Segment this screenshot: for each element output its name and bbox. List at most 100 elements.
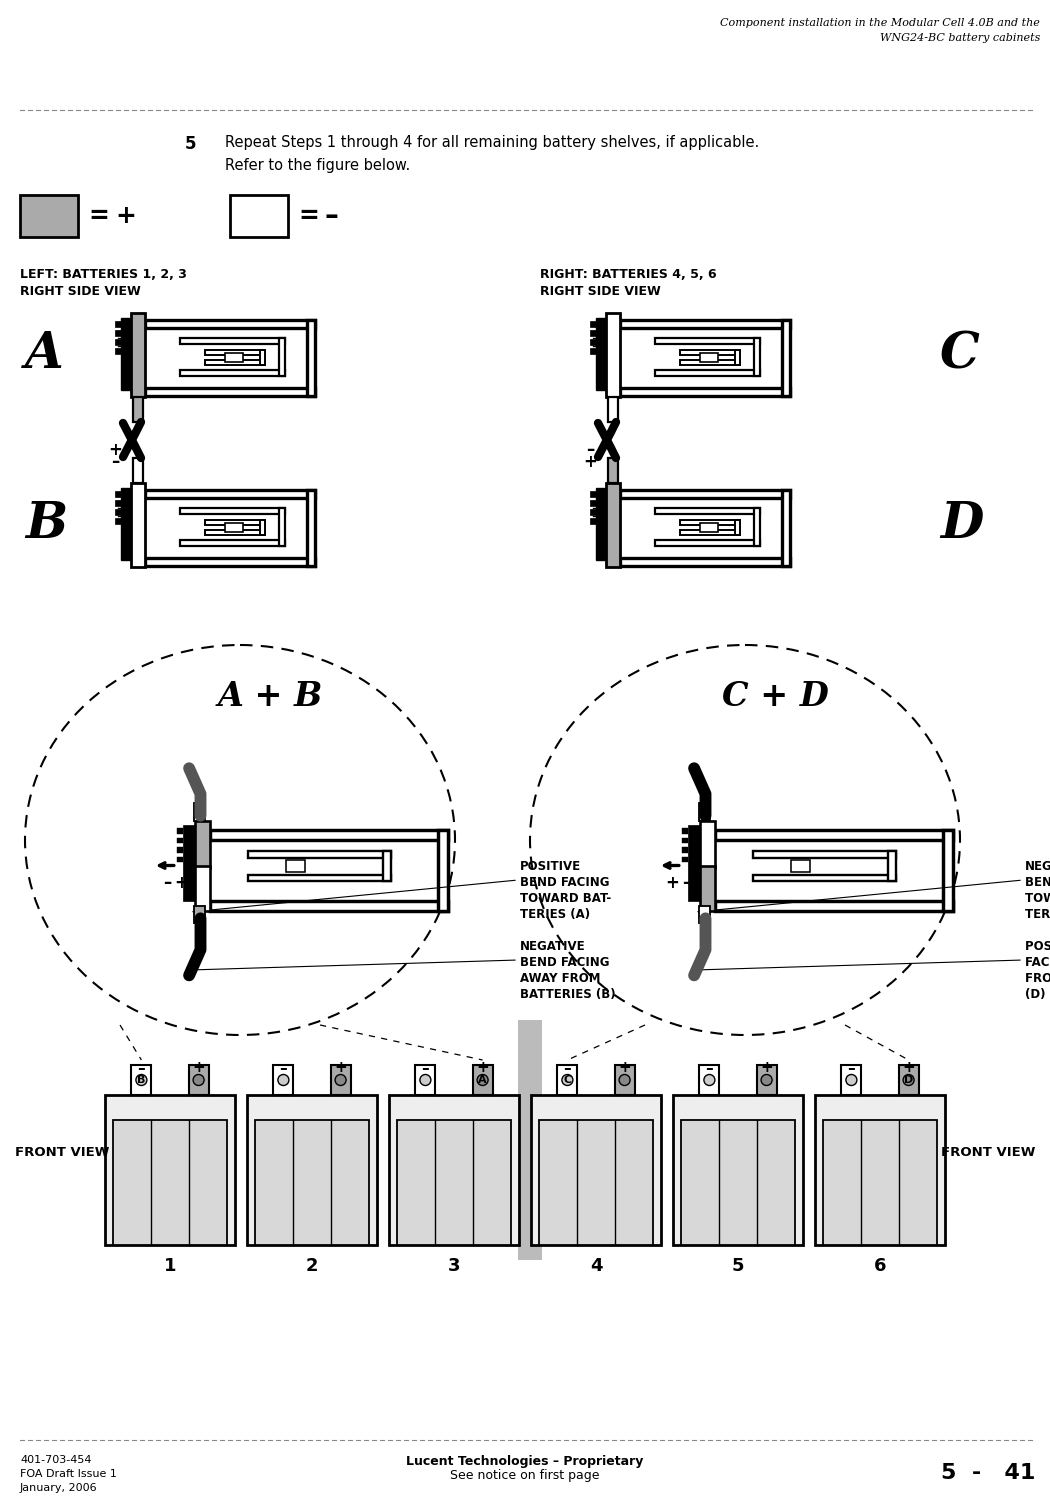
- Text: +: +: [902, 1060, 915, 1076]
- Bar: [680, 350, 740, 355]
- Bar: [383, 850, 391, 882]
- Circle shape: [278, 1074, 289, 1086]
- Text: B: B: [25, 501, 67, 549]
- Bar: [655, 509, 760, 515]
- Bar: [279, 338, 285, 376]
- Bar: [681, 847, 689, 853]
- Bar: [841, 1065, 861, 1095]
- Bar: [116, 330, 121, 336]
- Bar: [699, 804, 710, 820]
- Text: A: A: [479, 1076, 487, 1084]
- Text: +: +: [666, 873, 679, 891]
- Text: RIGHT SIDE VIEW: RIGHT SIDE VIEW: [540, 285, 660, 298]
- Bar: [590, 330, 596, 336]
- Text: +: +: [618, 1060, 631, 1076]
- Bar: [681, 837, 689, 843]
- Text: A: A: [25, 330, 64, 380]
- Text: +: +: [116, 204, 135, 228]
- Bar: [195, 821, 210, 867]
- Bar: [699, 1065, 719, 1095]
- Bar: [116, 321, 121, 327]
- Bar: [205, 350, 265, 355]
- Bar: [680, 520, 740, 525]
- Circle shape: [335, 1074, 346, 1086]
- Bar: [899, 1065, 919, 1095]
- Bar: [260, 520, 265, 536]
- Text: –: –: [421, 1060, 429, 1076]
- Text: RIGHT: BATTERIES 4, 5, 6: RIGHT: BATTERIES 4, 5, 6: [540, 268, 716, 280]
- Bar: [131, 1065, 151, 1095]
- Bar: [116, 348, 121, 354]
- Bar: [715, 902, 952, 910]
- Bar: [176, 837, 184, 843]
- Bar: [131, 483, 145, 567]
- Text: D: D: [904, 1076, 914, 1084]
- Bar: [205, 360, 265, 364]
- Text: D: D: [940, 501, 984, 549]
- Bar: [116, 339, 121, 345]
- Text: 5  -   41: 5 - 41: [941, 1462, 1035, 1484]
- Bar: [681, 856, 689, 862]
- Bar: [606, 314, 619, 398]
- Text: Lucent Technologies – Proprietary: Lucent Technologies – Proprietary: [406, 1455, 644, 1468]
- Bar: [620, 388, 790, 396]
- Bar: [176, 828, 184, 834]
- Bar: [121, 318, 131, 390]
- Bar: [205, 520, 265, 525]
- Text: B: B: [138, 1076, 146, 1084]
- Bar: [590, 339, 596, 345]
- Bar: [210, 902, 447, 910]
- Bar: [539, 1120, 653, 1245]
- Text: January, 2006: January, 2006: [20, 1484, 98, 1492]
- Bar: [620, 320, 790, 328]
- Bar: [248, 874, 391, 882]
- Bar: [888, 850, 896, 882]
- Text: –: –: [682, 873, 691, 891]
- Bar: [145, 320, 315, 328]
- Bar: [699, 906, 710, 922]
- Bar: [472, 1065, 492, 1095]
- Bar: [655, 540, 760, 546]
- Bar: [754, 338, 760, 376]
- Bar: [205, 530, 265, 536]
- Bar: [735, 350, 740, 364]
- Text: POSITIVE
BEND FACING
TOWARD BAT-
TERIES (A): POSITIVE BEND FACING TOWARD BAT- TERIES …: [520, 859, 611, 921]
- Text: FRONT VIEW: FRONT VIEW: [941, 1146, 1035, 1160]
- Text: =: =: [298, 204, 319, 228]
- Bar: [518, 1020, 542, 1260]
- Bar: [614, 1065, 634, 1095]
- Bar: [133, 458, 143, 483]
- Bar: [260, 350, 265, 364]
- Text: 6: 6: [874, 1257, 886, 1275]
- Bar: [225, 352, 243, 362]
- Bar: [116, 518, 121, 524]
- Bar: [590, 490, 596, 496]
- Circle shape: [477, 1074, 488, 1086]
- Bar: [195, 865, 210, 910]
- Circle shape: [135, 1074, 147, 1086]
- Text: C: C: [564, 1076, 571, 1084]
- Bar: [753, 850, 896, 858]
- Bar: [189, 1065, 209, 1095]
- Text: 5: 5: [184, 135, 195, 153]
- Text: Repeat Steps 1 through 4 for all remaining battery shelves, if applicable.: Repeat Steps 1 through 4 for all remaini…: [225, 135, 759, 150]
- Text: 5: 5: [732, 1257, 744, 1275]
- Bar: [438, 830, 447, 910]
- Bar: [699, 821, 715, 867]
- Bar: [180, 338, 285, 344]
- Bar: [590, 500, 596, 506]
- Bar: [145, 558, 315, 566]
- Bar: [116, 490, 121, 496]
- Bar: [757, 1065, 777, 1095]
- Bar: [735, 520, 740, 536]
- Bar: [815, 1095, 945, 1245]
- Text: 3: 3: [447, 1257, 460, 1275]
- Bar: [225, 524, 243, 532]
- Text: –: –: [138, 1060, 145, 1076]
- Bar: [673, 1095, 803, 1245]
- Text: POSITIVE BEND
FACING AWAY
FROM BATTERIES
(D): POSITIVE BEND FACING AWAY FROM BATTERIES…: [1025, 940, 1050, 1000]
- Bar: [230, 195, 288, 237]
- Text: –: –: [564, 1060, 571, 1076]
- Text: C + D: C + D: [721, 680, 828, 712]
- Bar: [20, 195, 78, 237]
